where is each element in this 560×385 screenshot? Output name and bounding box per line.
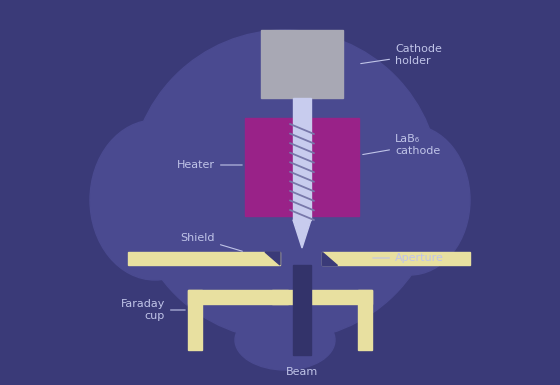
Bar [188, 290, 288, 304]
Ellipse shape [295, 50, 385, 110]
Bar [293, 265, 311, 355]
Ellipse shape [350, 125, 470, 275]
Polygon shape [265, 252, 280, 265]
Bar [261, 30, 343, 98]
Bar [128, 252, 280, 265]
Circle shape [130, 30, 440, 340]
Bar [322, 252, 470, 265]
Text: Shield: Shield [180, 233, 242, 251]
Text: LaB₆
cathode: LaB₆ cathode [363, 134, 440, 156]
Text: Faraday
cup: Faraday cup [120, 299, 185, 321]
Text: Cathode
holder: Cathode holder [361, 44, 442, 66]
Bar [293, 98, 311, 220]
Bar [188, 290, 202, 350]
Ellipse shape [90, 120, 220, 280]
Ellipse shape [235, 310, 335, 370]
Bar [358, 290, 372, 350]
Bar [272, 290, 372, 304]
Bar [245, 118, 359, 216]
Polygon shape [322, 252, 337, 265]
Polygon shape [293, 220, 311, 248]
Ellipse shape [170, 75, 270, 145]
Text: Beam: Beam [286, 367, 318, 377]
Text: Aperture: Aperture [373, 253, 444, 263]
Text: Heater: Heater [177, 160, 242, 170]
